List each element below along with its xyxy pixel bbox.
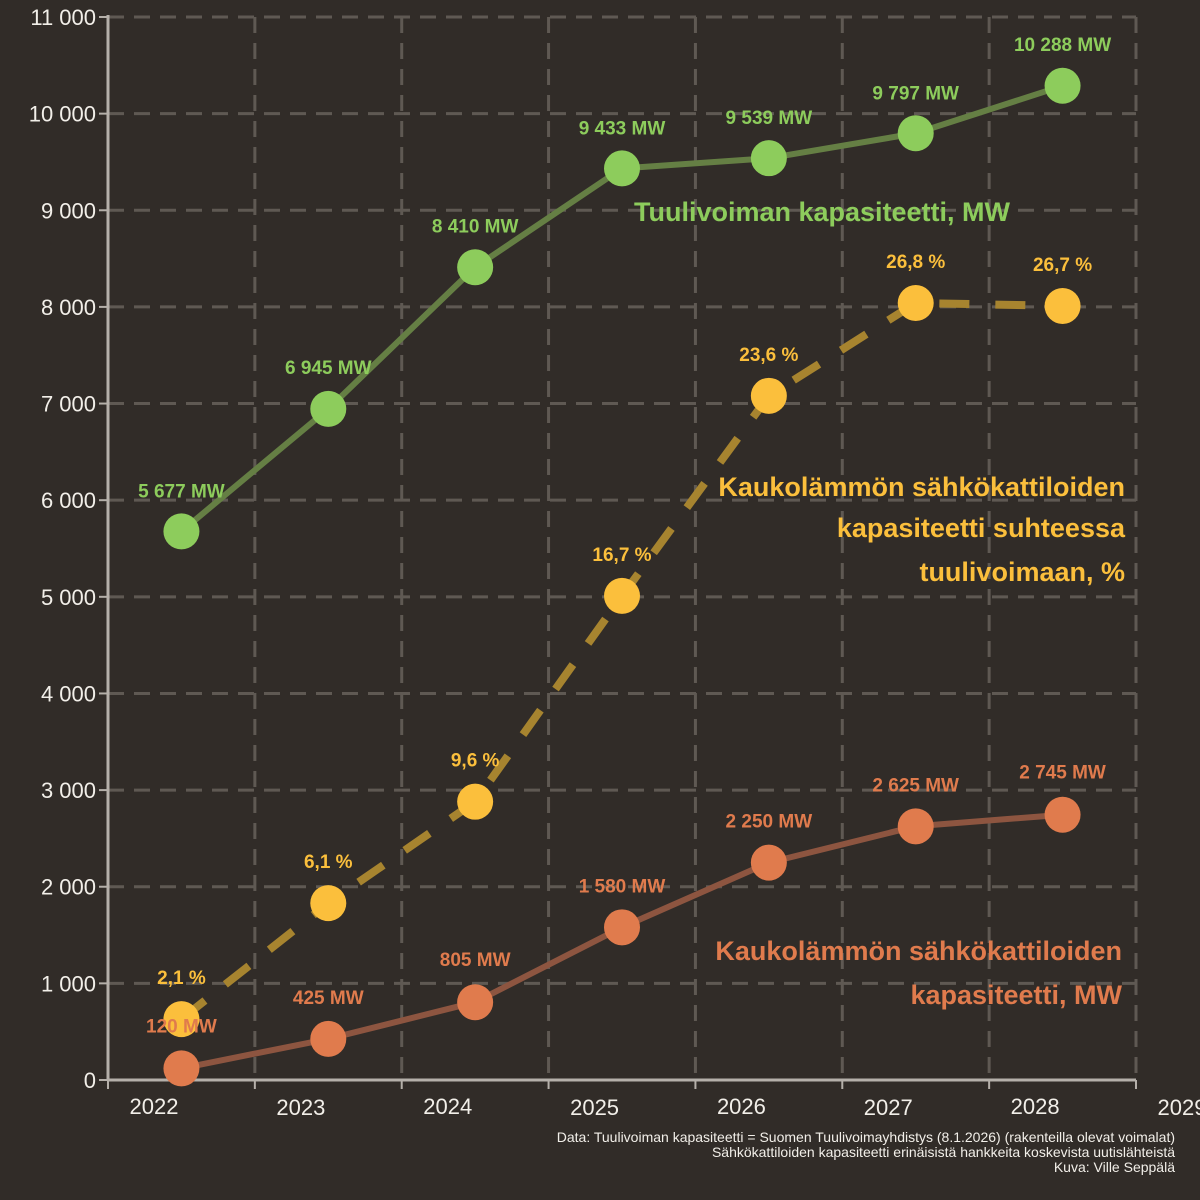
y-tick-label: 2 000 xyxy=(41,875,96,900)
x-tick-label: 2029 xyxy=(1158,1095,1200,1120)
ratio-data-point xyxy=(897,285,934,322)
y-tick-label: 4 000 xyxy=(41,681,96,706)
axes: 0 1 000 2 000 3 000 4 000 5 000 6 000 7 000 8 00… xyxy=(29,5,1200,1120)
data-labels: 5 677 MW 6 945 MW 8 410 MW 9 433 MW 9 539 MW… xyxy=(138,35,1111,1038)
ratio-data-point xyxy=(1044,287,1081,324)
wind-data-label: 9 539 MW xyxy=(726,108,813,129)
wind-data-point xyxy=(163,513,200,550)
ratio-series-label-line3: tuulivoimaan, % xyxy=(919,557,1125,587)
boiler-data-label: 120 MW xyxy=(146,1016,217,1037)
ratio-data-label: 6,1 % xyxy=(304,852,353,873)
boiler-data-point xyxy=(1044,796,1081,833)
ratio-series-label-line1: Kaukolämmön sähkökattiloiden xyxy=(718,472,1125,502)
wind-data-label: 9 433 MW xyxy=(579,118,666,139)
y-tick-label: 5 000 xyxy=(41,585,96,610)
x-tick-label: 2027 xyxy=(864,1095,913,1120)
boiler-data-point xyxy=(604,909,640,946)
wind-data-label: 8 410 MW xyxy=(432,216,519,237)
wind-data-point xyxy=(604,150,640,187)
y-tick-label: 0 xyxy=(84,1068,96,1093)
y-tick-label: 9 000 xyxy=(41,198,96,223)
ratio-series-label-line2: kapasiteetti suhteessa xyxy=(837,513,1126,543)
ratio-data-label: 9,6 % xyxy=(451,751,500,772)
y-tick-label: 3 000 xyxy=(41,778,96,803)
caption-line-1: Data: Tuulivoiman kapasiteetti = Suomen … xyxy=(557,1129,1175,1145)
x-tick-label: 2026 xyxy=(717,1094,766,1119)
ratio-data-point xyxy=(604,577,640,614)
series-points xyxy=(163,67,1081,1087)
y-tick-label: 10 000 xyxy=(29,102,96,127)
ratio-data-label: 16,7 % xyxy=(592,545,651,566)
series-names: Tuulivoiman kapasiteetti, MW Kaukolämmön… xyxy=(634,197,1126,1010)
boiler-data-label: 2 250 MW xyxy=(726,812,813,833)
caption-line-2: Sähkökattiloiden kapasiteetti erinäisist… xyxy=(712,1144,1175,1160)
wind-data-point xyxy=(750,140,787,177)
wind-data-point xyxy=(1044,67,1081,104)
wind-series-label: Tuulivoiman kapasiteetti, MW xyxy=(634,197,1011,227)
boiler-data-label: 2 625 MW xyxy=(872,775,959,796)
wind-data-label: 5 677 MW xyxy=(138,481,225,502)
x-tick-label: 2025 xyxy=(570,1095,619,1120)
x-tick-label: 2028 xyxy=(1011,1094,1060,1119)
y-tick-label: 1 000 xyxy=(41,971,96,996)
wind-data-point xyxy=(897,115,934,152)
wind-data-point xyxy=(310,390,347,427)
y-tick-label: 8 000 xyxy=(41,295,96,320)
boiler-data-point xyxy=(310,1020,347,1057)
ratio-data-label: 26,7 % xyxy=(1033,255,1092,276)
boiler-data-label: 1 580 MW xyxy=(579,876,666,897)
ratio-data-label: 2,1 % xyxy=(157,968,206,989)
wind-data-point xyxy=(457,249,494,286)
boiler-data-point xyxy=(457,984,494,1021)
ratio-data-point xyxy=(163,1001,200,1038)
boiler-series-label-line1: Kaukolämmön sähkökattiloiden xyxy=(715,936,1122,966)
boiler-data-label: 805 MW xyxy=(440,950,511,971)
ratio-data-point xyxy=(750,377,787,414)
wind-data-label: 9 797 MW xyxy=(872,83,959,104)
caption-line-3: Kuva: Ville Seppälä xyxy=(1054,1159,1175,1175)
x-tick-label: 2024 xyxy=(423,1094,472,1119)
ratio-data-label: 26,8 % xyxy=(886,252,945,273)
boiler-data-label: 425 MW xyxy=(293,988,364,1009)
boiler-series-label-line2: kapasiteetti, MW xyxy=(910,980,1122,1010)
ratio-data-point xyxy=(457,783,494,820)
boiler-data-label: 2 745 MW xyxy=(1019,763,1106,784)
boiler-data-point xyxy=(163,1050,200,1087)
x-tick-label: 2022 xyxy=(130,1094,179,1119)
y-tick-label: 11 000 xyxy=(30,5,96,30)
wind-data-label: 10 288 MW xyxy=(1014,35,1111,56)
boiler-data-point xyxy=(750,844,787,881)
ratio-data-label: 23,6 % xyxy=(739,345,798,366)
y-tick-label: 6 000 xyxy=(41,488,96,513)
x-tick-label: 2023 xyxy=(276,1095,325,1120)
boiler-data-point xyxy=(897,808,934,845)
y-tick-label: 7 000 xyxy=(41,392,96,417)
source-caption: Data: Tuulivoiman kapasiteetti = Suomen … xyxy=(557,1129,1175,1175)
grid xyxy=(108,15,1138,1080)
wind-data-label: 6 945 MW xyxy=(285,358,372,379)
ratio-data-point xyxy=(310,885,347,922)
